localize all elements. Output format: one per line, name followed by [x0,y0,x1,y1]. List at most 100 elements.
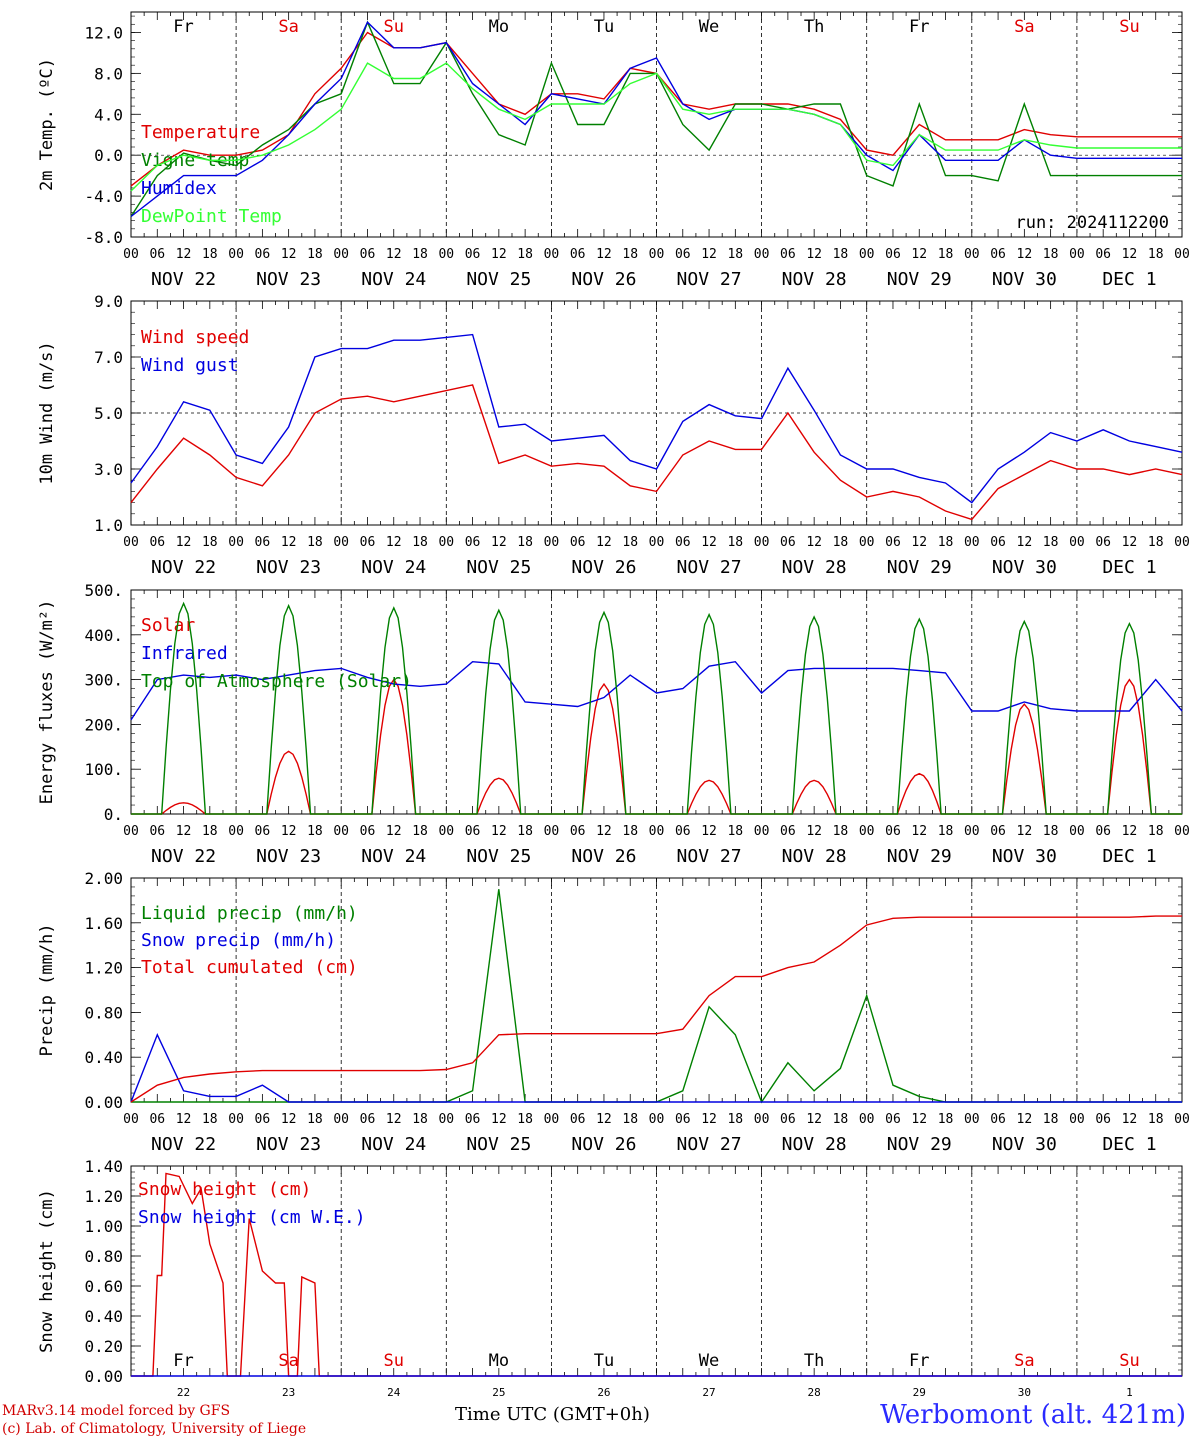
hour-label: 00 [649,1112,665,1127]
date-label: NOV 30 [992,846,1057,867]
hour-label: 12 [1017,1112,1033,1127]
weekday-label: Mo [489,1351,509,1371]
series-line-wind-gust [130,333,1183,504]
hour-label: 06 [149,824,165,839]
hour-label: 12 [491,824,507,839]
date-label: NOV 22 [151,1134,216,1155]
hour-label: 00 [754,247,770,262]
hour-label: 00 [1069,247,1085,262]
date-label: NOV 29 [887,1134,952,1155]
hour-label: 18 [833,535,849,550]
hour-label: 06 [570,824,586,839]
date-label: NOV 23 [256,557,321,578]
hour-label: 18 [202,247,218,262]
hour-label: 12 [281,535,297,550]
station-name: Werbomont (alt. 421m) [880,1400,1186,1430]
hour-label: 00 [123,535,139,550]
hour-label: 06 [1095,247,1111,262]
y-tick-label: 9.0 [94,292,123,311]
legend-entry: Snow height (cm W.E.) [138,1207,366,1228]
hour-label: 06 [149,535,165,550]
hour-label: 18 [727,824,743,839]
weekday-label: Fr [909,1351,929,1371]
hour-label: 18 [307,1112,323,1127]
series-line-wind-speed [130,384,1183,521]
date-label: NOV 24 [361,269,426,290]
y-tick-label: 1.00 [84,1217,123,1236]
hour-label: 18 [833,247,849,262]
hour-label: 06 [465,247,481,262]
hour-label: 12 [596,535,612,550]
hour-label: 12 [911,1112,927,1127]
hour-label: 06 [1095,1112,1111,1127]
hour-label: 00 [544,535,560,550]
date-label: NOV 29 [887,846,952,867]
hour-label: 06 [465,824,481,839]
weekday-label: Tu [594,17,614,37]
hour-label: 00 [754,535,770,550]
hour-label: 06 [360,824,376,839]
hour-label: 18 [412,1112,428,1127]
hour-label: 00 [1174,824,1190,839]
y-axis-title: 2m Temp. (ºC) [37,58,57,191]
hour-label: 12 [596,247,612,262]
y-axis-title: Snow height (cm) [37,1189,57,1353]
hour-label: 12 [491,1112,507,1127]
y-tick-label: 0.80 [84,1003,123,1022]
hour-label: 12 [176,824,192,839]
legend-entry: Snow height (cm) [138,1179,311,1200]
legend-entry: Infrared [141,643,228,664]
hour-label: 00 [859,824,875,839]
hour-label: 12 [1122,824,1138,839]
hour-label: 06 [675,535,691,550]
hour-label: 18 [622,247,638,262]
hour-label: 18 [412,535,428,550]
y-tick-label: 5.0 [94,404,123,423]
hour-label: 12 [701,1112,717,1127]
series-line-dewpoint-temp [130,62,1182,192]
hour-label: 06 [675,1112,691,1127]
hour-label: 00 [438,247,454,262]
hour-label: 18 [412,247,428,262]
hour-label: 00 [1069,1112,1085,1127]
x-axis-title: Time UTC (GMT+0h) [455,1404,650,1425]
hour-label: 12 [806,1112,822,1127]
hour-label: 06 [255,1112,271,1127]
y-tick-label: 0.40 [84,1307,123,1326]
legend-entry: Liquid precip (mm/h) [141,903,358,924]
day-number-label: 24 [387,1386,401,1399]
weekday-label: Sa [1014,1351,1034,1371]
hour-label: 12 [176,247,192,262]
hour-label: 12 [386,535,402,550]
hour-label: 12 [386,1112,402,1127]
hour-label: 00 [123,247,139,262]
hour-label: 12 [1122,247,1138,262]
hour-label: 06 [570,1112,586,1127]
hour-label: 06 [255,824,271,839]
hour-label: 12 [176,535,192,550]
date-label: NOV 23 [256,846,321,867]
hour-label: 12 [911,824,927,839]
day-number-label: 23 [282,1386,295,1399]
hour-label: 00 [964,247,980,262]
y-tick-label: 1.20 [84,959,123,978]
hour-label: 12 [176,1112,192,1127]
hour-label: 06 [990,824,1006,839]
y-axis-title: Energy fluxes (W/m²) [37,600,57,805]
date-label: NOV 25 [466,269,531,290]
y-tick-label: 0. [104,805,123,824]
hour-label: 18 [833,824,849,839]
hour-label: 06 [1095,824,1111,839]
hour-label: 12 [1122,1112,1138,1127]
y-tick-label: 0.00 [84,1093,123,1112]
y-tick-label: 1.40 [84,1157,123,1176]
hour-label: 06 [360,1112,376,1127]
hour-label: 06 [780,1112,796,1127]
date-label: NOV 30 [992,269,1057,290]
hour-label: 06 [885,535,901,550]
y-tick-label: 400. [84,626,123,645]
date-label: NOV 27 [677,269,742,290]
hour-label: 00 [333,247,349,262]
hour-label: 18 [622,824,638,839]
